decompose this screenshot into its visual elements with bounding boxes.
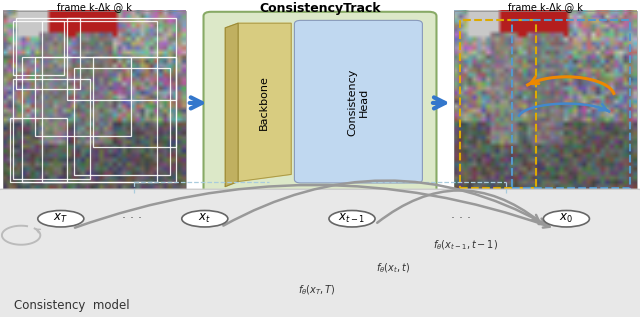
Text: frame k-Δk @ k: frame k-Δk @ k bbox=[58, 2, 132, 12]
Text: ConsistencyTrack: ConsistencyTrack bbox=[259, 3, 381, 16]
FancyBboxPatch shape bbox=[294, 20, 422, 183]
Text: $f_\theta(x_t,t)$: $f_\theta(x_t,t)$ bbox=[376, 261, 411, 275]
Text: · · ·: · · · bbox=[122, 212, 143, 225]
Text: $f_\theta(x_T,T)$: $f_\theta(x_T,T)$ bbox=[298, 283, 336, 297]
Text: $f_\theta(x_{t-1},t-1)$: $f_\theta(x_{t-1},t-1)$ bbox=[433, 238, 499, 251]
Bar bbox=[3, 11, 186, 189]
Bar bbox=[93, 57, 176, 146]
Ellipse shape bbox=[38, 210, 84, 227]
Bar bbox=[22, 57, 176, 182]
Bar bbox=[16, 18, 80, 89]
Text: $x_t$: $x_t$ bbox=[198, 212, 211, 225]
Text: frame k-Δk @ k: frame k-Δk @ k bbox=[509, 2, 583, 12]
Text: Backbone: Backbone bbox=[259, 75, 269, 130]
Bar bbox=[35, 57, 131, 136]
Ellipse shape bbox=[543, 210, 589, 227]
Polygon shape bbox=[225, 23, 238, 186]
Text: $x_T$: $x_T$ bbox=[53, 212, 68, 225]
Text: $x_0$: $x_0$ bbox=[559, 212, 573, 225]
Bar bbox=[10, 118, 67, 182]
Text: $x_{t-1}$: $x_{t-1}$ bbox=[339, 212, 365, 225]
Bar bbox=[74, 68, 170, 175]
Bar bbox=[67, 18, 176, 100]
Ellipse shape bbox=[182, 210, 228, 227]
Text: · · ·: · · · bbox=[451, 212, 471, 225]
Bar bbox=[512, 20, 630, 188]
Polygon shape bbox=[238, 23, 291, 182]
FancyBboxPatch shape bbox=[204, 12, 436, 196]
Text: Consistency
Head: Consistency Head bbox=[348, 68, 369, 136]
Text: Consistency  model: Consistency model bbox=[14, 299, 130, 313]
Bar bbox=[13, 79, 90, 179]
Bar bbox=[42, 22, 157, 182]
Bar bbox=[454, 11, 637, 189]
Bar bbox=[460, 20, 536, 188]
Ellipse shape bbox=[329, 210, 375, 227]
FancyBboxPatch shape bbox=[0, 189, 640, 317]
Bar bbox=[13, 22, 64, 75]
